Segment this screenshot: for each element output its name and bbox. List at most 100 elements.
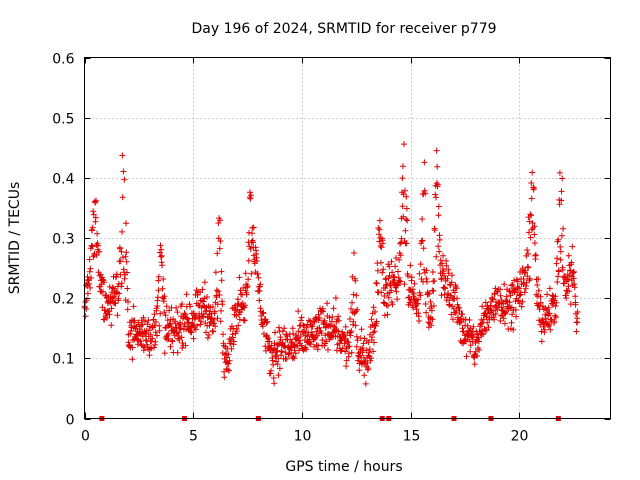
data-point — [279, 339, 286, 346]
data-point — [527, 234, 534, 241]
data-point — [92, 214, 99, 221]
data-point — [129, 356, 136, 363]
data-point — [551, 318, 558, 325]
data-point — [565, 252, 572, 259]
data-point — [96, 248, 103, 255]
data-point — [275, 355, 282, 362]
data-point — [389, 269, 396, 276]
data-point — [281, 325, 288, 332]
data-point — [436, 236, 443, 243]
data-point — [510, 326, 517, 333]
data-point — [242, 270, 249, 277]
data-point — [478, 316, 485, 323]
data-point — [434, 163, 441, 170]
data-point — [237, 291, 244, 298]
data-point — [528, 180, 535, 186]
data-point — [395, 268, 401, 275]
data-point — [181, 310, 188, 317]
data-point — [538, 338, 545, 345]
data-point — [242, 302, 249, 309]
data-point — [157, 242, 164, 249]
data-point — [296, 337, 303, 344]
data-point — [527, 275, 533, 282]
data-point — [209, 304, 216, 310]
data-point — [86, 281, 93, 287]
data-point — [522, 267, 529, 274]
data-point — [182, 311, 189, 318]
data-point — [450, 316, 456, 323]
data-point — [426, 290, 433, 297]
data-point — [298, 317, 304, 324]
y-tick-label: 0.3 — [52, 232, 74, 248]
data-point — [384, 302, 391, 309]
data-point — [378, 289, 385, 296]
data-point — [320, 308, 327, 315]
data-point — [466, 336, 473, 343]
data-point — [568, 259, 575, 266]
data-point — [217, 318, 224, 325]
data-point — [248, 270, 255, 277]
data-point — [394, 282, 401, 289]
data-point — [531, 231, 538, 238]
data-point — [451, 289, 458, 296]
data-point — [397, 240, 403, 247]
data-point — [554, 279, 561, 285]
data-point — [400, 163, 406, 170]
data-point — [160, 298, 167, 305]
data-point — [546, 285, 553, 292]
data-point — [124, 285, 131, 292]
data-point — [471, 361, 478, 368]
data-point — [449, 272, 455, 279]
data-point — [148, 345, 155, 352]
data-point — [105, 308, 112, 315]
data-point — [416, 270, 423, 277]
data-point — [89, 227, 96, 234]
data-point — [177, 325, 184, 332]
data-point — [158, 246, 165, 253]
data-point — [173, 304, 180, 311]
data-point — [379, 240, 386, 247]
data-point — [379, 269, 386, 276]
data-point — [433, 253, 440, 260]
data-point — [485, 306, 492, 313]
data-point — [321, 317, 328, 324]
data-point — [460, 328, 467, 335]
data-point — [192, 326, 199, 333]
data-point — [350, 318, 357, 325]
data-point — [178, 334, 185, 341]
y-tick-label: 0 — [66, 413, 75, 429]
data-point — [553, 314, 559, 321]
data-point — [146, 327, 152, 334]
data-point — [221, 374, 228, 381]
data-point — [143, 330, 150, 337]
data-point — [274, 347, 281, 354]
data-point — [245, 257, 252, 264]
data-point — [369, 334, 375, 341]
data-point — [382, 285, 389, 292]
data-point — [459, 311, 466, 318]
data-point — [368, 316, 375, 323]
data-point — [530, 185, 537, 192]
data-point — [364, 360, 371, 366]
data-point — [525, 229, 532, 236]
data-point — [388, 258, 395, 265]
data-point — [541, 326, 548, 333]
data-point — [253, 258, 260, 264]
data-point — [431, 227, 438, 234]
y-tick-label: 0.5 — [52, 112, 74, 128]
data-point — [569, 243, 576, 250]
data-point — [567, 301, 574, 308]
data-point — [491, 316, 498, 323]
data-point — [283, 355, 290, 362]
data-point — [86, 268, 93, 275]
data-point — [157, 253, 164, 260]
data-point — [229, 334, 236, 341]
data-point — [275, 372, 282, 379]
data-point — [324, 300, 331, 307]
data-point — [441, 272, 448, 279]
data-point — [228, 345, 235, 352]
data-point — [264, 333, 271, 340]
y-tick-label: 0.2 — [52, 292, 74, 308]
data-point — [552, 293, 559, 300]
data-point — [391, 274, 398, 281]
